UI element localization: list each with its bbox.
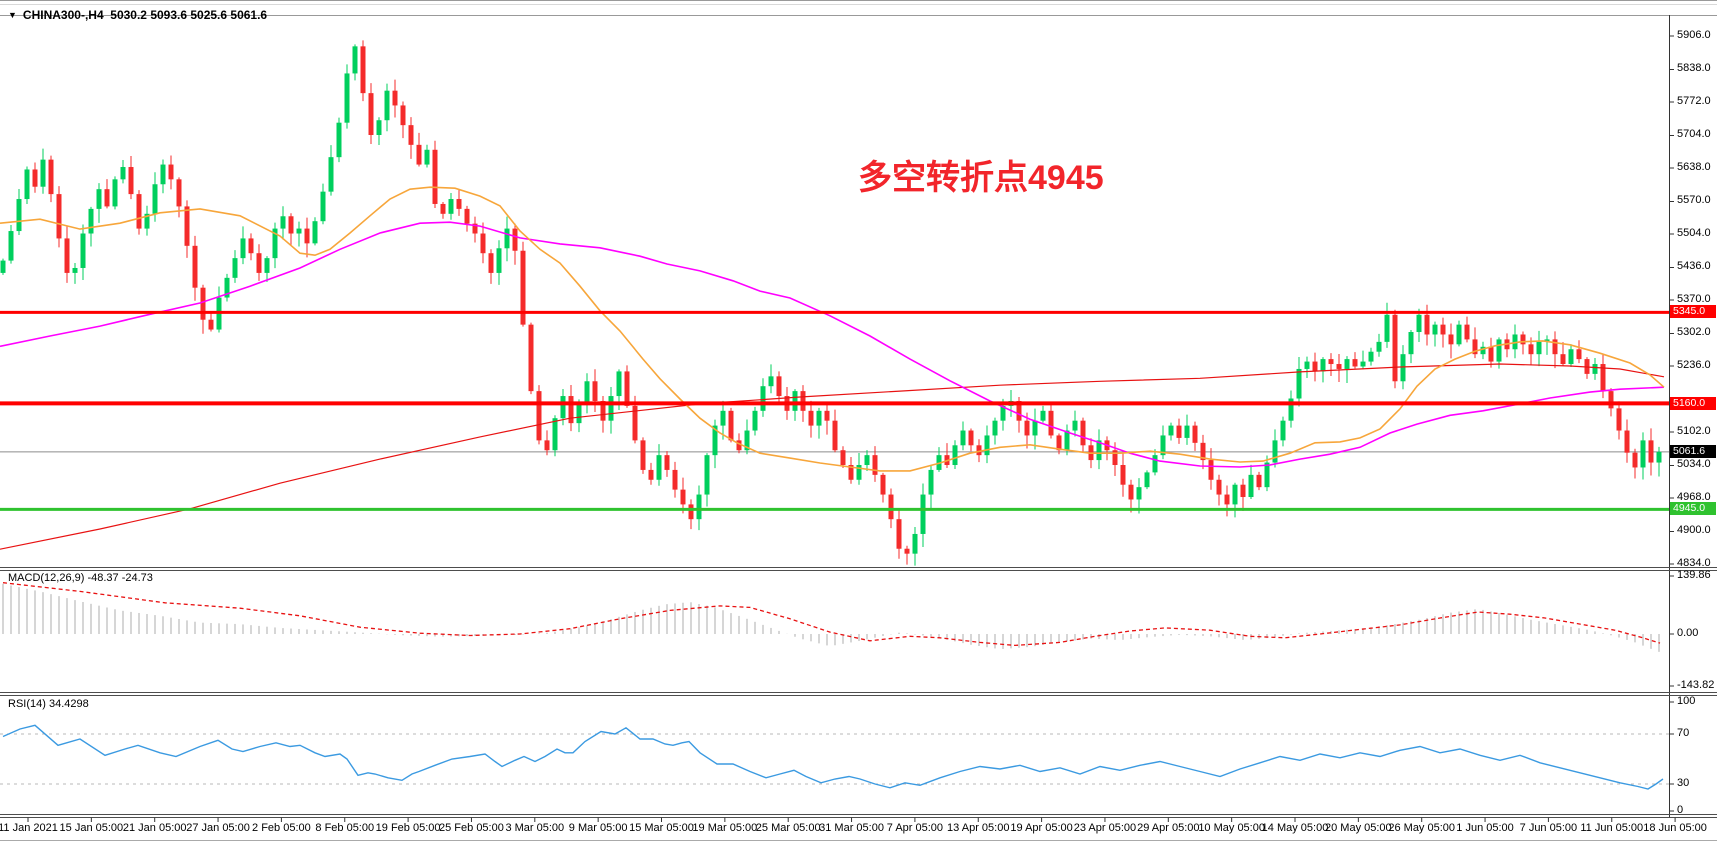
annotation-text[interactable]: 多空转折点4945: [858, 159, 1104, 197]
chart-titlebar: ▼ CHINA300-,H4 5030.2 5093.6 5025.6 5061…: [8, 8, 267, 22]
price-tag-support: 4945.0: [1670, 502, 1716, 515]
price-tag-current: 5061.6: [1670, 445, 1716, 458]
macd-indicator-label: MACD(12,26,9) -48.37 -24.73: [8, 572, 153, 584]
rsi-indicator-label: RSI(14) 34.4298: [8, 698, 89, 710]
symbol-dropdown-icon[interactable]: ▼: [8, 10, 17, 20]
window-top-edge: [0, 2, 1717, 5]
price-tag-resistance-lower: 5160.0: [1670, 397, 1716, 410]
price-tag-resistance-upper: 5345.0: [1670, 305, 1716, 318]
symbol-ohlc-title: CHINA300-,H4 5030.2 5093.6 5025.6 5061.6: [22, 8, 268, 22]
